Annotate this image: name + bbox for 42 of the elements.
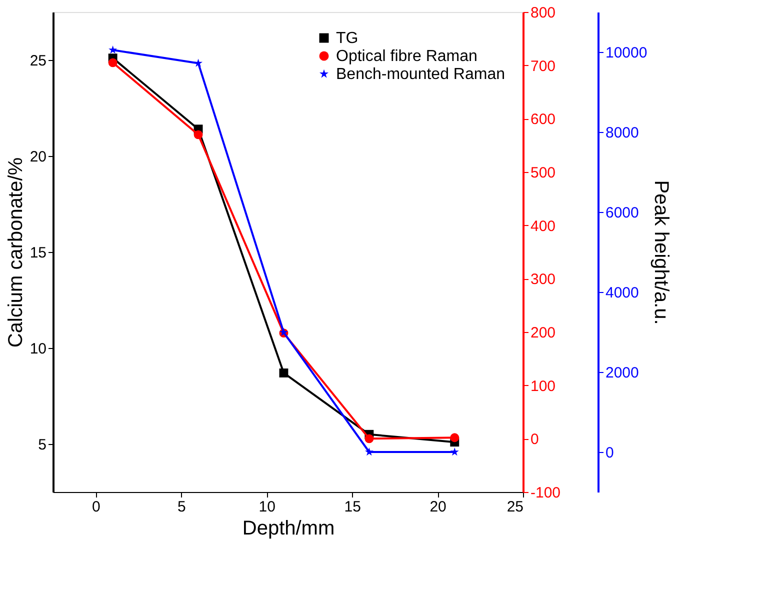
x-tick-label: 5: [178, 498, 186, 516]
x-tick-label: 20: [430, 498, 446, 516]
point: [364, 434, 374, 444]
y2-tick-label: 500: [530, 164, 556, 182]
x-tick-label: 25: [506, 498, 524, 516]
y-axis-title: Calcium carbonate/%: [4, 157, 27, 348]
y2-tick-label: 200: [530, 324, 556, 342]
y2-tick-label: 400: [530, 218, 556, 235]
point: [194, 58, 203, 67]
y3-tick-label: 0: [606, 444, 614, 462]
point: [108, 46, 118, 54]
x-tick-label: 10: [258, 498, 276, 516]
x-tick-label: 15: [344, 498, 361, 516]
legend-label: Bench-mounted Raman: [336, 66, 505, 83]
y-tick-label: 5: [38, 436, 46, 454]
y3-tick-label: 6000: [606, 204, 639, 222]
point: [364, 448, 374, 456]
y2-tick-label: 600: [530, 111, 556, 128]
point: [450, 448, 459, 456]
y3-axis-title: Peak height/a.u.: [650, 180, 672, 325]
point: [450, 433, 460, 442]
y-tick-label: 15: [30, 244, 46, 262]
y3-tick-label: 2000: [606, 364, 639, 382]
y-tick-label: 25: [30, 52, 46, 70]
y2-tick-label: 300: [530, 271, 556, 288]
y-tick-label: 20: [30, 148, 46, 166]
point: [108, 58, 118, 68]
x-axis-title: Depth/mm: [242, 518, 335, 540]
legend-label: TG: [336, 30, 358, 47]
legend-label: Optical fibre Raman: [336, 48, 478, 65]
y3-tick-label: 8000: [606, 124, 639, 142]
y2-tick-label: 100: [530, 378, 556, 395]
y2-tick-label: -100: [530, 484, 561, 502]
y3-tick-label: 10000: [606, 44, 648, 62]
y2-tick-label: 0: [530, 431, 539, 448]
point: [279, 368, 288, 378]
y2-tick-label: 800: [530, 4, 556, 22]
y3-tick-label: 4000: [606, 284, 639, 302]
point: [194, 130, 203, 140]
x-tick-label: 0: [92, 498, 100, 516]
y-tick-label: 10: [30, 340, 46, 358]
y2-tick-label: 700: [530, 58, 556, 75]
